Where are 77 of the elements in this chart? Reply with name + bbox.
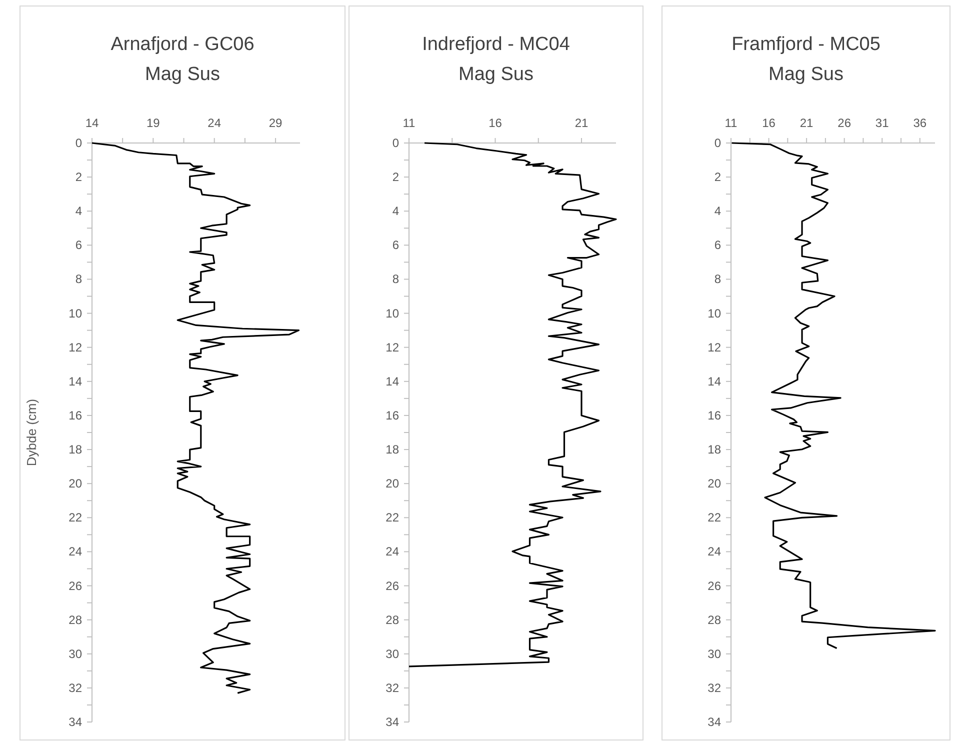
y-tick-label: 30 [708, 646, 722, 661]
y-tick-label: 0 [75, 136, 82, 150]
y-tick-label: 4 [75, 204, 82, 218]
chart-title: Framfjord - MC05 [732, 34, 880, 55]
y-tick-label: 34 [68, 715, 82, 729]
chart-title: Indrefjord - MC04 [422, 34, 570, 55]
y-tick-label: 22 [708, 510, 722, 525]
y-tick-label: 6 [714, 238, 722, 252]
y-tick-label: 30 [68, 646, 82, 661]
x-tick-label: 16 [762, 116, 776, 130]
x-tick-label: 21 [800, 116, 814, 130]
y-tick-label: 6 [75, 238, 82, 252]
x-tick-label: 29 [268, 116, 283, 130]
x-tick-label: 31 [875, 116, 890, 130]
y-tick-label: 18 [68, 442, 82, 457]
chart-subtitle: Mag Sus [458, 64, 534, 85]
y-tick-label: 2 [75, 170, 82, 184]
line-series [91, 142, 300, 694]
y-tick-label: 6 [392, 238, 400, 252]
y-tick-label: 14 [386, 374, 400, 388]
y-tick-label: 16 [386, 408, 400, 422]
x-tick-label: 36 [913, 116, 927, 130]
y-tick-label: 32 [708, 680, 722, 695]
y-tick-label: 16 [68, 408, 82, 422]
y-tick-label: 20 [68, 476, 82, 491]
x-tick-label: 11 [402, 116, 416, 130]
y-tick-label: 0 [714, 136, 722, 150]
y-tick-label: 28 [68, 612, 82, 627]
y-tick-label: 4 [392, 204, 400, 218]
y-tick-label: 22 [68, 510, 82, 525]
y-tick-label: 26 [386, 578, 400, 593]
chart-title: Arnafjord - GC06 [110, 34, 254, 55]
y-tick-label: 20 [708, 476, 722, 491]
y-tick-label: 26 [708, 578, 722, 593]
y-tick-label: 10 [68, 306, 82, 320]
chart-subtitle: Mag Sus [768, 64, 844, 85]
y-tick-label: 24 [708, 544, 722, 559]
y-tick-label: 12 [386, 340, 400, 354]
y-tick-label: 8 [714, 272, 722, 286]
line-series [408, 142, 617, 668]
y-tick-label: 22 [386, 510, 400, 525]
x-tick-label: 11 [724, 116, 738, 130]
x-tick-label: 26 [838, 116, 852, 130]
y-tick-label: 4 [714, 204, 722, 218]
x-tick-label: 14 [85, 116, 99, 130]
y-tick-label: 18 [386, 442, 400, 457]
x-tick-label: 19 [146, 116, 160, 130]
x-tick-label: 24 [208, 116, 222, 130]
y-tick-label: 28 [708, 612, 722, 627]
y-tick-label: 34 [708, 715, 722, 729]
y-tick-label: 26 [68, 578, 82, 593]
y-tick-label: 24 [68, 544, 82, 559]
y-tick-label: 12 [708, 340, 722, 354]
y-tick-label: 18 [708, 442, 722, 457]
y-tick-label: 12 [68, 340, 82, 354]
y-tick-label: 30 [386, 646, 400, 661]
y-tick-label: 16 [708, 408, 722, 422]
x-tick-label: 21 [574, 116, 588, 130]
y-tick-label: 20 [386, 476, 400, 491]
x-tick-label: 16 [488, 116, 502, 130]
y-tick-label: 8 [392, 272, 400, 286]
y-tick-label: 32 [68, 680, 82, 695]
y-tick-label: 2 [392, 170, 400, 184]
y-tick-label: 10 [386, 306, 400, 320]
y-tick-label: 10 [708, 306, 722, 320]
y-tick-label: 2 [714, 170, 722, 184]
y-tick-label: 34 [386, 715, 400, 729]
y-tick-label: 14 [708, 374, 722, 388]
chart-subtitle: Mag Sus [145, 64, 220, 85]
y-tick-label: 24 [386, 544, 400, 559]
y-tick-label: 8 [75, 272, 82, 286]
line-series [730, 142, 936, 650]
y-axis-title: Dybde (cm) [24, 398, 39, 466]
y-tick-label: 0 [392, 136, 400, 150]
y-tick-label: 14 [68, 374, 82, 388]
y-tick-label: 28 [386, 612, 400, 627]
y-tick-label: 32 [386, 680, 400, 695]
